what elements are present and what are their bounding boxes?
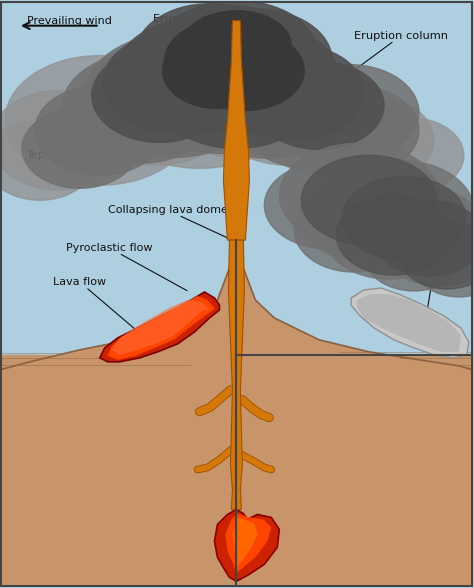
Ellipse shape <box>237 69 381 168</box>
Ellipse shape <box>364 219 464 291</box>
Ellipse shape <box>103 33 246 132</box>
Text: Pyroclastic flow: Pyroclastic flow <box>66 243 187 290</box>
Text: Lava flow: Lava flow <box>53 277 146 338</box>
Ellipse shape <box>100 33 299 168</box>
Ellipse shape <box>62 54 218 163</box>
Polygon shape <box>214 509 279 582</box>
Ellipse shape <box>384 211 474 286</box>
Ellipse shape <box>336 195 452 275</box>
Ellipse shape <box>182 11 291 81</box>
Ellipse shape <box>342 176 466 260</box>
Polygon shape <box>223 21 249 240</box>
Ellipse shape <box>414 233 474 297</box>
Ellipse shape <box>125 24 314 153</box>
Ellipse shape <box>0 91 130 191</box>
Text: Magma
chamber: Magma chamber <box>274 509 369 546</box>
Bar <box>0 355 473 587</box>
Ellipse shape <box>150 34 329 158</box>
Ellipse shape <box>115 26 274 135</box>
Ellipse shape <box>224 45 364 141</box>
Ellipse shape <box>22 108 137 188</box>
Ellipse shape <box>255 75 404 175</box>
Ellipse shape <box>324 191 454 279</box>
Ellipse shape <box>140 6 319 125</box>
Polygon shape <box>108 296 214 360</box>
Ellipse shape <box>70 46 239 165</box>
Text: Collapsing lava dome: Collapsing lava dome <box>108 205 230 239</box>
Ellipse shape <box>85 34 264 158</box>
Bar <box>0 460 473 587</box>
Ellipse shape <box>399 221 474 289</box>
Bar <box>237 355 473 587</box>
Ellipse shape <box>152 33 321 148</box>
Ellipse shape <box>301 155 437 245</box>
Polygon shape <box>112 300 210 355</box>
Polygon shape <box>226 513 271 573</box>
Polygon shape <box>100 292 219 362</box>
Ellipse shape <box>354 185 474 275</box>
Ellipse shape <box>374 201 474 276</box>
Ellipse shape <box>92 49 228 142</box>
Ellipse shape <box>210 56 369 165</box>
Ellipse shape <box>180 24 339 133</box>
Text: Kenneth A. Bevis © 2013: Kenneth A. Bevis © 2013 <box>8 574 134 584</box>
Ellipse shape <box>35 85 164 175</box>
Text: Eruption cloud: Eruption cloud <box>153 14 236 71</box>
Polygon shape <box>351 288 469 358</box>
Ellipse shape <box>304 95 434 185</box>
Text: Eruption column: Eruption column <box>262 31 448 139</box>
Bar <box>237 355 473 587</box>
Ellipse shape <box>115 18 284 133</box>
Ellipse shape <box>279 143 439 247</box>
Text: Prevailing wind: Prevailing wind <box>27 16 112 26</box>
Text: Pyroclastic flow: Pyroclastic flow <box>346 173 432 213</box>
Ellipse shape <box>289 85 419 175</box>
Polygon shape <box>228 240 245 509</box>
Polygon shape <box>0 240 473 587</box>
Ellipse shape <box>324 161 474 260</box>
Ellipse shape <box>279 65 419 161</box>
Text: Lahar: Lahar <box>418 265 450 309</box>
Ellipse shape <box>155 21 324 131</box>
Ellipse shape <box>255 62 384 149</box>
Text: Tephra (ash) fall: Tephra (ash) fall <box>26 151 118 161</box>
Ellipse shape <box>163 33 273 108</box>
Polygon shape <box>357 294 461 352</box>
Ellipse shape <box>184 31 304 111</box>
Ellipse shape <box>164 19 294 102</box>
Ellipse shape <box>5 56 194 185</box>
Ellipse shape <box>156 1 316 101</box>
Polygon shape <box>232 517 257 567</box>
Polygon shape <box>237 524 473 587</box>
Ellipse shape <box>0 121 95 201</box>
Ellipse shape <box>135 4 284 108</box>
Ellipse shape <box>294 188 414 272</box>
Ellipse shape <box>264 161 394 249</box>
Ellipse shape <box>184 43 354 158</box>
Ellipse shape <box>176 9 332 112</box>
Ellipse shape <box>299 168 439 263</box>
Ellipse shape <box>354 118 464 193</box>
Text: Volcanic
conduit: Volcanic conduit <box>311 367 357 389</box>
